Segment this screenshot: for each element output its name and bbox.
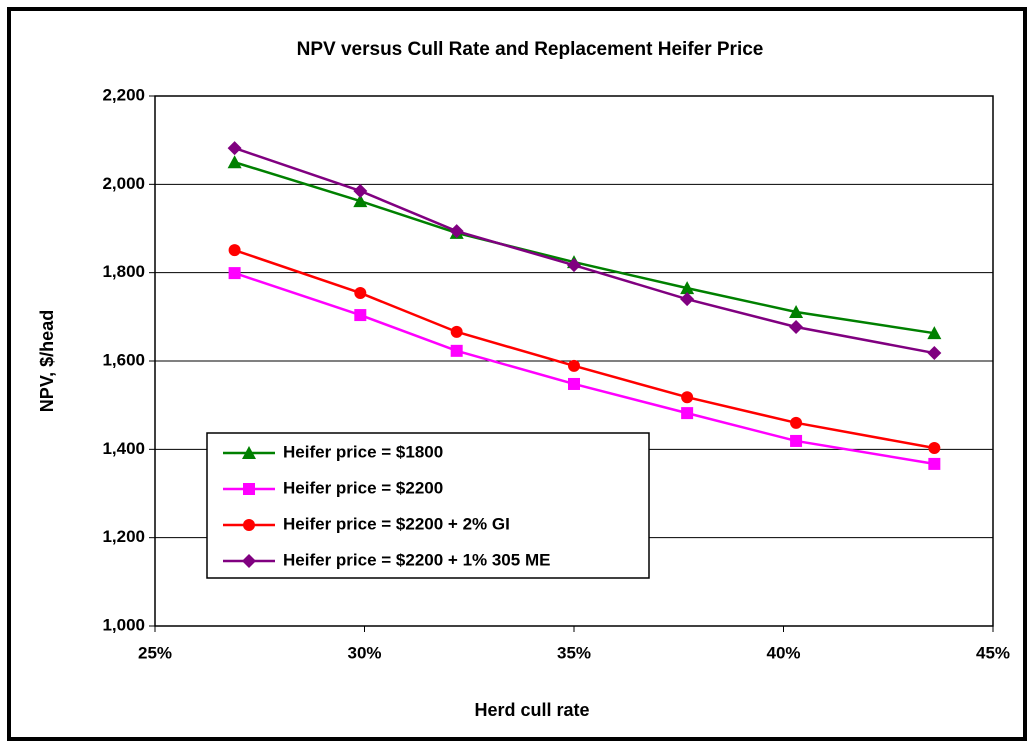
- marker: [228, 244, 241, 257]
- legend-label: Heifer price = $2200: [283, 478, 443, 497]
- legend-label: Heifer price = $2200 + 2% GI: [283, 514, 510, 533]
- marker: [568, 359, 580, 372]
- y-axis-label: NPV, $/head: [37, 310, 57, 412]
- chart-border: [7, 7, 1027, 741]
- marker: [243, 519, 255, 531]
- marker: [227, 141, 242, 156]
- x-axis-label: Herd cull rate: [474, 700, 589, 720]
- legend-label: Heifer price = $1800: [283, 442, 443, 461]
- marker: [242, 554, 256, 568]
- marker: [789, 319, 804, 334]
- marker: [680, 292, 695, 307]
- legend-label: Heifer price = $2200 + 1% 305 ME: [283, 550, 550, 569]
- marker: [680, 281, 695, 295]
- x-tick-label: 45%: [976, 643, 1010, 662]
- marker: [354, 309, 367, 322]
- x-tick-label: 40%: [766, 643, 800, 662]
- marker: [927, 326, 942, 340]
- marker: [243, 483, 255, 495]
- marker: [789, 304, 804, 318]
- plot-area: [154, 95, 994, 627]
- x-tick-label: 25%: [138, 643, 172, 662]
- y-tick-label: 1,400: [102, 439, 145, 458]
- y-tick-label: 1,000: [102, 615, 145, 634]
- marker: [449, 224, 464, 239]
- legend-box: [206, 432, 650, 579]
- marker: [928, 442, 941, 455]
- y-tick-label: 1,800: [102, 262, 145, 281]
- marker: [353, 183, 368, 198]
- chart-title: NPV versus Cull Rate and Replacement Hei…: [297, 39, 764, 60]
- marker: [928, 457, 941, 470]
- marker: [228, 267, 241, 280]
- y-tick-label: 2,200: [102, 85, 145, 104]
- marker: [353, 194, 368, 208]
- x-tick-label: 30%: [347, 643, 381, 662]
- marker: [681, 407, 694, 420]
- marker: [227, 155, 242, 169]
- y-tick-label: 1,600: [102, 350, 145, 369]
- marker: [242, 446, 256, 459]
- marker: [567, 258, 581, 273]
- marker: [790, 416, 803, 429]
- y-tick-label: 2,000: [102, 174, 145, 193]
- y-tick-label: 1,200: [102, 527, 145, 546]
- x-tick-label: 35%: [557, 643, 591, 662]
- marker: [450, 344, 463, 357]
- marker: [790, 434, 803, 447]
- marker: [354, 286, 367, 299]
- marker: [450, 325, 463, 338]
- marker: [927, 346, 942, 361]
- marker: [568, 377, 580, 390]
- marker: [681, 391, 694, 404]
